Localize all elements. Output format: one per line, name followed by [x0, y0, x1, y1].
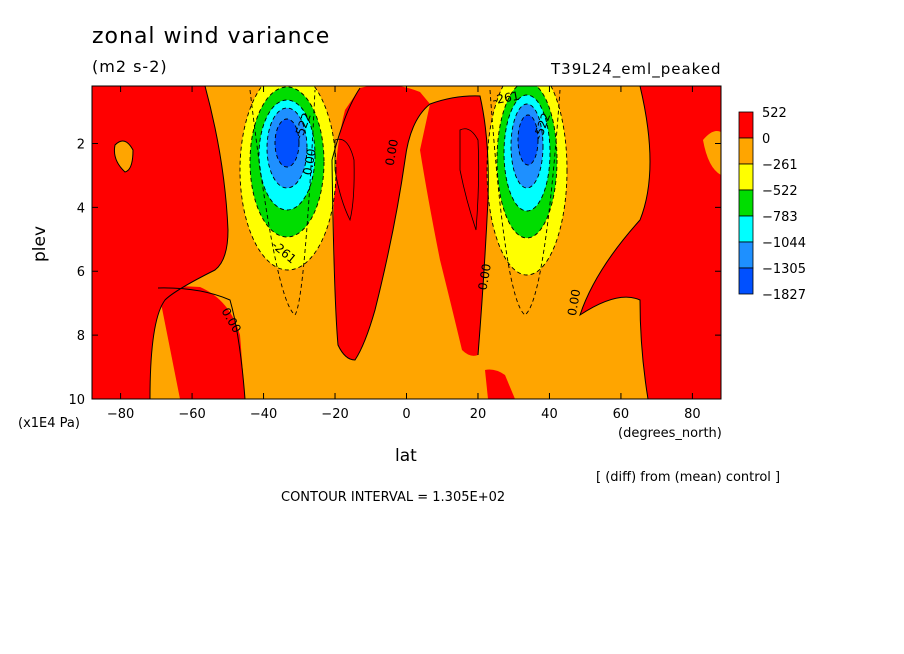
- x-tick-label: 40: [541, 407, 558, 422]
- colorbar-swatch: [738, 163, 754, 191]
- y-axis-label: plev: [30, 225, 50, 262]
- colorbar-label: −1827: [762, 288, 806, 303]
- nh-deepblue: [518, 115, 538, 165]
- orange-blob-west: [114, 141, 133, 172]
- x-tick-label: −60: [178, 407, 205, 422]
- chart-units: (m2 s-2): [92, 57, 168, 76]
- x-axis-unit: (degrees_north): [618, 426, 722, 441]
- chart-title: zonal wind variance: [92, 24, 331, 49]
- contour-label: 0.00: [476, 263, 494, 292]
- red-region-center-right: [420, 95, 489, 356]
- contour-interval: CONTOUR INTERVAL = 1.305E+02: [281, 490, 506, 505]
- colorbar-swatch: [738, 267, 754, 295]
- red-region-south: [485, 369, 515, 399]
- dashed-contours: [239, 86, 568, 316]
- contour-label: 0.00: [300, 148, 318, 177]
- orange-blob-east: [703, 131, 721, 175]
- colorbar-label: −1044: [762, 236, 806, 251]
- y-tick-label: 8: [77, 329, 85, 344]
- colorbar-label: −783: [762, 210, 798, 225]
- x-tick-label: −80: [107, 407, 134, 422]
- y-axis-unit: (x1E4 Pa): [18, 416, 80, 431]
- y-tick-label: 2: [77, 137, 85, 152]
- x-axis-label: lat: [395, 446, 417, 466]
- colorbar: 522 0 −261 −522 −783 −1044 −1305 −1827: [738, 106, 806, 303]
- red-region-sw: [158, 286, 245, 399]
- diff-note: [ (diff) from (mean) control ]: [596, 470, 781, 485]
- colorbar-label: 0: [762, 132, 770, 147]
- red-region-east: [580, 86, 721, 399]
- contour-label: 0.00: [383, 138, 401, 167]
- x-tick-label: 80: [684, 407, 701, 422]
- x-axis: −80 −60 −40 −20 0 20 40 60 80: [107, 86, 701, 422]
- x-tick-label: −40: [250, 407, 277, 422]
- y-tick-label: 4: [77, 201, 85, 216]
- contour-lines: [114, 86, 651, 399]
- red-region-center-left: [333, 86, 430, 360]
- contour-label: -261: [491, 89, 520, 108]
- colorbar-swatch: [738, 241, 754, 269]
- colorbar-label: −522: [762, 184, 798, 199]
- sh-deepblue: [275, 119, 299, 167]
- colorbar-label: −261: [762, 158, 798, 173]
- contour-label: 0.00: [565, 288, 583, 317]
- run-label: T39L24_eml_peaked: [551, 60, 722, 78]
- x-tick-label: 0: [402, 407, 410, 422]
- x-tick-label: 20: [470, 407, 487, 422]
- y-axis: 2 4 6 8 10: [68, 137, 721, 408]
- x-tick-label: −20: [321, 407, 348, 422]
- y-tick-label: 6: [77, 265, 85, 280]
- colorbar-label: 522: [762, 106, 787, 121]
- colorbar-swatch: [738, 189, 754, 217]
- y-tick-label: 10: [68, 393, 85, 408]
- colorbar-swatch: [738, 215, 754, 243]
- colorbar-swatch: [738, 111, 754, 139]
- colorbar-swatch: [738, 137, 754, 165]
- x-tick-label: 60: [613, 407, 630, 422]
- colorbar-label: −1305: [762, 262, 806, 277]
